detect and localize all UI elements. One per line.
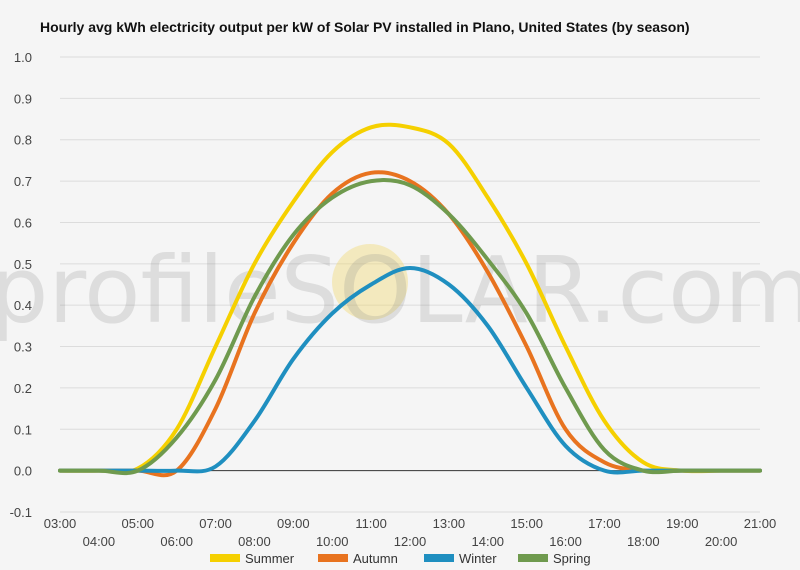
chart-title: Hourly avg kWh electricity output per kW… <box>40 19 690 35</box>
legend-label-summer: Summer <box>245 551 295 566</box>
x-tick-label: 12:00 <box>394 534 427 549</box>
x-tick-label: 19:00 <box>666 516 699 531</box>
x-tick-label: 04:00 <box>83 534 116 549</box>
legend-swatch-autumn <box>318 554 348 562</box>
series-line-summer <box>58 122 762 475</box>
y-tick-label: 0.4 <box>14 298 32 313</box>
x-tick-label: 11:00 <box>355 516 387 531</box>
y-tick-label: 0.0 <box>14 464 32 479</box>
legend-swatch-winter <box>424 554 454 562</box>
legend-label-winter: Winter <box>459 551 497 566</box>
y-tick-label: 1.0 <box>14 50 32 65</box>
x-tick-label: 10:00 <box>316 534 349 549</box>
series-lines <box>58 122 762 478</box>
x-tick-label: 21:00 <box>744 516 777 531</box>
y-tick-label: 0.8 <box>14 133 32 148</box>
x-tick-label: 16:00 <box>549 534 582 549</box>
series-line-spring <box>58 178 762 476</box>
legend-swatch-summer <box>210 554 240 562</box>
x-axis-ticks: 03:00 04:00 05:00 06:00 07:00 08:00 09:00 10:00… <box>44 516 777 549</box>
y-tick-label: 0.9 <box>14 91 32 106</box>
x-tick-label: 18:00 <box>627 534 660 549</box>
x-tick-label: 07:00 <box>199 516 232 531</box>
x-tick-label: 03:00 <box>44 516 77 531</box>
x-tick-label: 09:00 <box>277 516 310 531</box>
y-tick-label: 0.5 <box>14 257 32 272</box>
x-tick-label: 08:00 <box>238 534 271 549</box>
x-tick-label: 13:00 <box>433 516 466 531</box>
y-axis-ticks: -0.1 0.0 0.1 0.2 0.3 0.4 0.5 0.6 0.7 0.8 0.9 1.0 <box>10 50 32 520</box>
x-tick-label: 15:00 <box>510 516 543 531</box>
y-tick-label: 0.6 <box>14 215 32 230</box>
y-tick-label: 0.1 <box>14 422 32 437</box>
y-tick-label: 0.3 <box>14 340 32 355</box>
legend: Summer Autumn Winter Spring <box>210 551 591 566</box>
y-tick-label: 0.7 <box>14 174 32 189</box>
watermark-sun-icon <box>332 244 408 320</box>
y-tick-label: -0.1 <box>10 505 32 520</box>
legend-label-spring: Spring <box>553 551 591 566</box>
legend-swatch-spring <box>518 554 548 562</box>
x-tick-label: 05:00 <box>122 516 155 531</box>
x-tick-label: 20:00 <box>705 534 738 549</box>
legend-label-autumn: Autumn <box>353 551 398 566</box>
x-tick-label: 17:00 <box>588 516 621 531</box>
watermark-text: profileSOLAR.com <box>0 237 800 344</box>
watermark: profileSOLAR.com <box>0 237 800 344</box>
x-tick-label: 14:00 <box>472 534 505 549</box>
y-tick-label: 0.2 <box>14 381 32 396</box>
x-tick-label: 06:00 <box>160 534 193 549</box>
